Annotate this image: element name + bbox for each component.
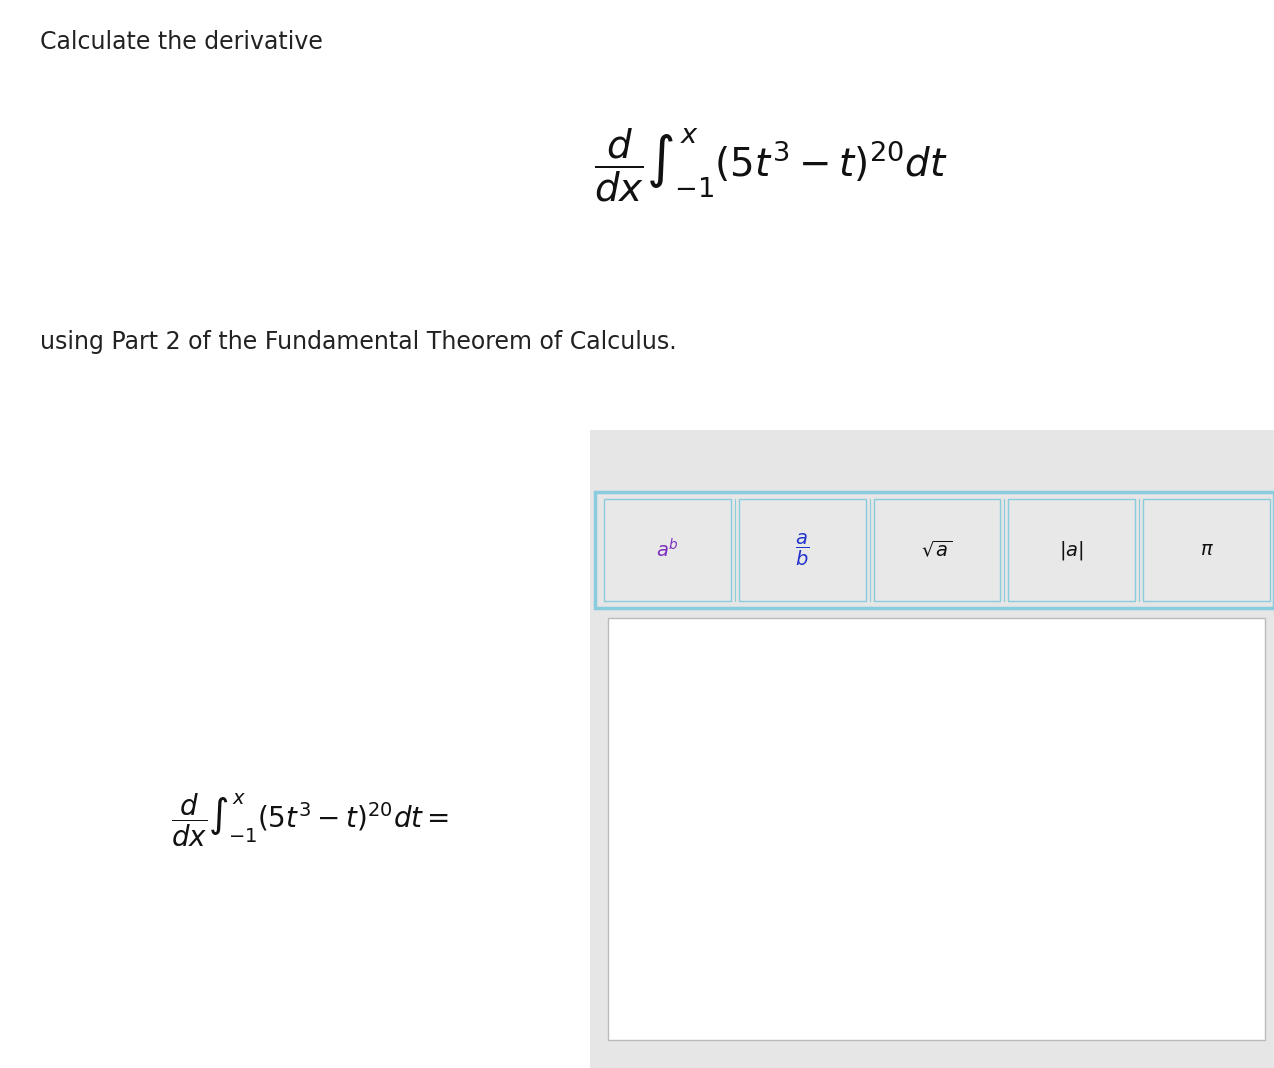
Bar [1143,499,1270,601]
Text: using Part 2 of the Fundamental Theorem of Calculus.: using Part 2 of the Fundamental Theorem … [39,330,676,354]
Text: Calculate the derivative: Calculate the derivative [39,30,322,54]
Bar [874,499,1000,601]
Bar [590,430,1274,1068]
Text: $\sqrt{a}$: $\sqrt{a}$ [921,539,953,561]
Text: $\dfrac{a}{b}$: $\dfrac{a}{b}$ [795,532,809,568]
Bar [1009,499,1135,601]
FancyBboxPatch shape [595,492,1274,608]
Bar [608,618,1265,1040]
Bar [604,499,731,601]
Text: $\dfrac{d}{dx} \int_{-1}^{x} \left(5t^3 - t\right)^{20} dt =$: $\dfrac{d}{dx} \int_{-1}^{x} \left(5t^3 … [171,791,450,848]
Text: $a^b$: $a^b$ [656,538,679,562]
Text: $|a|$: $|a|$ [1060,538,1084,562]
Bar [739,499,865,601]
Text: $\pi$: $\pi$ [1200,541,1214,559]
Text: $\dfrac{d}{dx} \int_{-1}^{x} \left(5t^3 - t\right)^{20} dt$: $\dfrac{d}{dx} \int_{-1}^{x} \left(5t^3 … [594,126,948,204]
